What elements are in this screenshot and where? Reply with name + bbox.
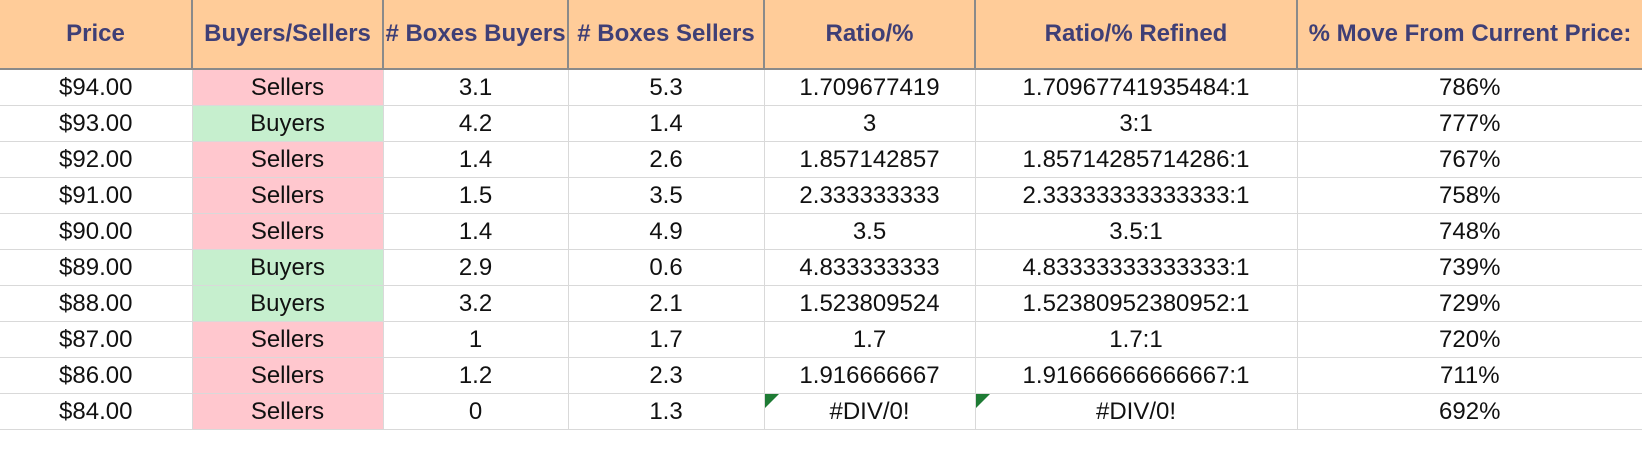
table-row: $88.00 Buyers 3.2 2.1 1.523809524 1.523809523… xyxy=(0,285,1642,322)
header-buyers-sellers[interactable]: Buyers/Sellers xyxy=(192,0,384,70)
boxes-buyers-cell[interactable]: 1 xyxy=(383,321,569,358)
ratio-refined-cell[interactable]: 3.5:1 xyxy=(975,213,1298,250)
error-value: #DIV/0! xyxy=(829,397,910,425)
percent-move-cell[interactable]: 720% xyxy=(1297,321,1642,358)
price-cell[interactable]: $94.00 xyxy=(0,69,193,106)
table-row: $84.00 Sellers 0 1.3 #DIV/0! #DIV/0! 692% xyxy=(0,393,1642,430)
side-cell[interactable]: Sellers xyxy=(192,321,384,358)
percent-move-cell[interactable]: 758% xyxy=(1297,177,1642,214)
boxes-sellers-cell[interactable]: 1.4 xyxy=(568,105,765,142)
error-indicator-icon xyxy=(764,394,779,408)
boxes-buyers-cell[interactable]: 3.2 xyxy=(383,285,569,322)
side-cell[interactable]: Sellers xyxy=(192,213,384,250)
boxes-sellers-cell[interactable]: 1.7 xyxy=(568,321,765,358)
price-cell[interactable]: $84.00 xyxy=(0,393,193,430)
error-indicator-icon xyxy=(975,394,990,408)
percent-move-cell[interactable]: 786% xyxy=(1297,69,1642,106)
error-value: #DIV/0! xyxy=(1095,397,1177,425)
ratio-cell[interactable]: 1.916666667 xyxy=(764,357,976,394)
boxes-buyers-cell[interactable]: 1.4 xyxy=(383,213,569,250)
ratio-refined-cell[interactable]: 2.33333333333333:1 xyxy=(975,177,1298,214)
ratio-cell[interactable]: #DIV/0! xyxy=(764,393,976,430)
boxes-buyers-cell[interactable]: 0 xyxy=(383,393,569,430)
ratio-cell[interactable]: 1.709677419 xyxy=(764,69,976,106)
boxes-sellers-cell[interactable]: 2.3 xyxy=(568,357,765,394)
side-cell[interactable]: Sellers xyxy=(192,393,384,430)
percent-move-cell[interactable]: 692% xyxy=(1297,393,1642,430)
boxes-sellers-cell[interactable]: 5.3 xyxy=(568,69,765,106)
boxes-sellers-cell[interactable]: 2.1 xyxy=(568,285,765,322)
boxes-sellers-cell[interactable]: 1.3 xyxy=(568,393,765,430)
boxes-sellers-cell[interactable]: 2.6 xyxy=(568,141,765,178)
percent-move-cell[interactable]: 729% xyxy=(1297,285,1642,322)
price-cell[interactable]: $87.00 xyxy=(0,321,193,358)
boxes-buyers-cell[interactable]: 1.4 xyxy=(383,141,569,178)
boxes-sellers-cell[interactable]: 0.6 xyxy=(568,249,765,286)
table-row: $90.00 Sellers 1.4 4.9 3.5 3.5:1 748% xyxy=(0,213,1642,250)
price-cell[interactable]: $92.00 xyxy=(0,141,193,178)
side-cell[interactable]: Sellers xyxy=(192,177,384,214)
percent-move-cell[interactable]: 767% xyxy=(1297,141,1642,178)
boxes-buyers-cell[interactable]: 3.1 xyxy=(383,69,569,106)
side-cell[interactable]: Buyers xyxy=(192,249,384,286)
header-boxes-sellers[interactable]: # Boxes Sellers xyxy=(568,0,765,70)
ratio-cell[interactable]: 1.523809524 xyxy=(764,285,976,322)
boxes-buyers-cell[interactable]: 4.2 xyxy=(383,105,569,142)
table-row: $86.00 Sellers 1.2 2.3 1.916666667 1.91666666… xyxy=(0,357,1642,394)
ratio-refined-cell[interactable]: 1.7:1 xyxy=(975,321,1298,358)
table-row: $92.00 Sellers 1.4 2.6 1.857142857 1.85714285… xyxy=(0,141,1642,178)
table-row: $87.00 Sellers 1 1.7 1.7 1.7:1 720% xyxy=(0,321,1642,358)
price-cell[interactable]: $88.00 xyxy=(0,285,193,322)
boxes-buyers-cell[interactable]: 2.9 xyxy=(383,249,569,286)
price-cell[interactable]: $86.00 xyxy=(0,357,193,394)
side-cell[interactable]: Sellers xyxy=(192,69,384,106)
ratio-cell[interactable]: 3.5 xyxy=(764,213,976,250)
header-boxes-buyers[interactable]: # Boxes Buyers xyxy=(383,0,569,70)
ratio-refined-cell[interactable]: 3:1 xyxy=(975,105,1298,142)
ratio-cell[interactable]: 1.7 xyxy=(764,321,976,358)
boxes-buyers-cell[interactable]: 1.5 xyxy=(383,177,569,214)
side-cell[interactable]: Buyers xyxy=(192,285,384,322)
price-cell[interactable]: $89.00 xyxy=(0,249,193,286)
price-cell[interactable]: $90.00 xyxy=(0,213,193,250)
percent-move-cell[interactable]: 739% xyxy=(1297,249,1642,286)
header-price[interactable]: Price xyxy=(0,0,193,70)
ratio-refined-cell[interactable]: #DIV/0! xyxy=(975,393,1298,430)
table-row: $94.00 Sellers 3.1 5.3 1.709677419 1.70967741… xyxy=(0,69,1642,106)
ratio-cell[interactable]: 2.333333333 xyxy=(764,177,976,214)
header-ratio-refined[interactable]: Ratio/% Refined xyxy=(975,0,1298,70)
boxes-sellers-cell[interactable]: 4.9 xyxy=(568,213,765,250)
ratio-cell[interactable]: 3 xyxy=(764,105,976,142)
ratio-refined-cell[interactable]: 1.70967741935484:1 xyxy=(975,69,1298,106)
side-cell[interactable]: Sellers xyxy=(192,141,384,178)
ratio-cell[interactable]: 1.857142857 xyxy=(764,141,976,178)
table-row: $89.00 Buyers 2.9 0.6 4.833333333 4.833333333… xyxy=(0,249,1642,286)
side-cell[interactable]: Buyers xyxy=(192,105,384,142)
ratio-refined-cell[interactable]: 1.52380952380952:1 xyxy=(975,285,1298,322)
ratio-cell[interactable]: 4.833333333 xyxy=(764,249,976,286)
boxes-buyers-cell[interactable]: 1.2 xyxy=(383,357,569,394)
percent-move-cell[interactable]: 748% xyxy=(1297,213,1642,250)
ratio-refined-cell[interactable]: 1.85714285714286:1 xyxy=(975,141,1298,178)
ratio-refined-cell[interactable]: 1.91666666666667:1 xyxy=(975,357,1298,394)
price-cell[interactable]: $93.00 xyxy=(0,105,193,142)
ratio-table: Price Buyers/Sellers # Boxes Buyers # Bo… xyxy=(0,0,1642,430)
ratio-refined-cell[interactable]: 4.83333333333333:1 xyxy=(975,249,1298,286)
percent-move-cell[interactable]: 777% xyxy=(1297,105,1642,142)
boxes-sellers-cell[interactable]: 3.5 xyxy=(568,177,765,214)
percent-move-cell[interactable]: 711% xyxy=(1297,357,1642,394)
price-cell[interactable]: $91.00 xyxy=(0,177,193,214)
header-ratio[interactable]: Ratio/% xyxy=(764,0,976,70)
table-row: $91.00 Sellers 1.5 3.5 2.333333333 2.33333333… xyxy=(0,177,1642,214)
table-row: $93.00 Buyers 4.2 1.4 3 3:1 777% xyxy=(0,105,1642,142)
side-cell[interactable]: Sellers xyxy=(192,357,384,394)
header-row: Price Buyers/Sellers # Boxes Buyers # Bo… xyxy=(0,0,1642,70)
header-percent-move[interactable]: % Move From Current Price: xyxy=(1297,0,1642,70)
